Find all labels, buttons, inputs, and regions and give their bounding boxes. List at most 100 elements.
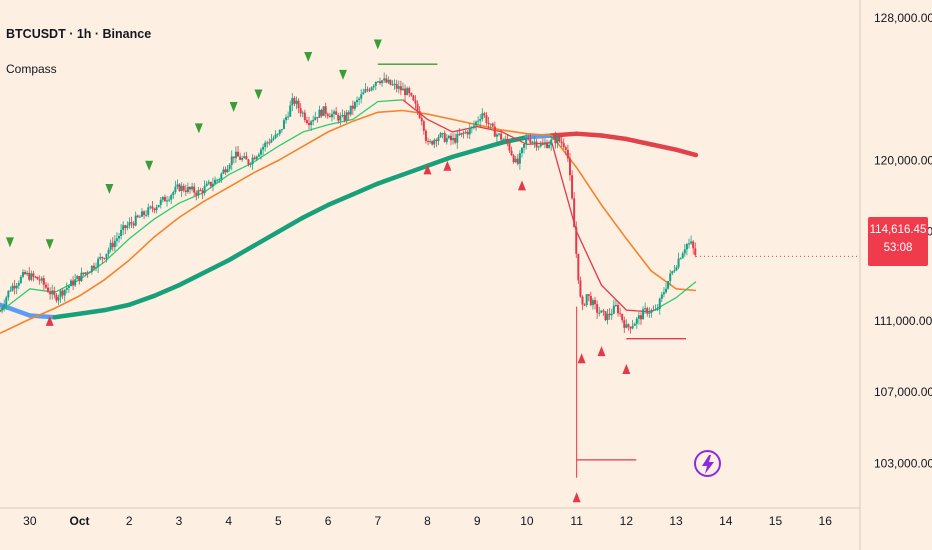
candle-body <box>241 157 244 160</box>
candle-body <box>316 117 319 119</box>
lightning-bolt-icon[interactable] <box>694 450 721 477</box>
candle-body <box>222 169 225 174</box>
candle-body <box>24 271 27 275</box>
candle-body <box>289 105 292 117</box>
candle-body <box>61 290 64 296</box>
candle-body <box>489 123 492 125</box>
candle-body <box>186 186 189 193</box>
candle-body <box>543 143 546 145</box>
candle-body <box>230 156 233 165</box>
candle-body <box>558 136 561 142</box>
candle-body <box>291 98 294 106</box>
candle-body <box>26 272 29 275</box>
candle-body <box>410 92 413 96</box>
time-axis-label: 15 <box>769 514 783 528</box>
symbol-title[interactable]: BTCUSDT · 1h · Binance <box>6 27 152 41</box>
sell-signal-triangle <box>105 183 114 194</box>
candle-body <box>53 290 56 295</box>
candle-body <box>687 243 690 245</box>
candle-body <box>629 326 632 329</box>
slow-ma-segment <box>375 172 405 186</box>
candle-body <box>391 84 394 86</box>
candle-body <box>550 139 553 145</box>
candle-body <box>395 83 398 89</box>
candle-body <box>349 105 352 115</box>
candle-body <box>0 310 1 312</box>
candle-body <box>103 258 106 260</box>
candle-body <box>681 253 684 259</box>
candle-body <box>506 138 509 143</box>
candle-body <box>564 147 567 150</box>
candle-body <box>353 102 356 109</box>
candle-body <box>1 307 4 311</box>
candle-body <box>531 141 534 143</box>
candle-body <box>270 139 273 143</box>
candle-body <box>343 114 346 121</box>
candle-body <box>424 130 427 141</box>
candle-body <box>401 88 404 91</box>
candle-body <box>683 249 686 254</box>
candle-body <box>642 309 645 320</box>
candle-body <box>264 142 267 147</box>
candle-body <box>525 137 528 144</box>
candle-body <box>677 258 680 268</box>
candle-body <box>55 294 58 301</box>
slow-ma-segment <box>648 142 679 152</box>
candle-body <box>65 287 68 290</box>
candle-body <box>368 89 371 91</box>
candle-body <box>99 256 102 259</box>
candle-body <box>76 276 79 280</box>
candle-body <box>447 135 450 139</box>
candle-body <box>625 324 628 328</box>
candle-body <box>257 154 260 157</box>
sell-signal-triangle <box>194 123 203 134</box>
time-axis-label: 9 <box>474 514 481 528</box>
candle-body <box>429 141 432 143</box>
buy-signal-triangle <box>423 164 432 175</box>
candle-body <box>596 304 599 313</box>
buy-signal-triangle <box>597 346 606 357</box>
candle-body <box>105 253 108 259</box>
candle-body <box>612 305 615 314</box>
candle-body <box>475 121 478 126</box>
candle-body <box>97 258 100 268</box>
slow-ma-segment <box>126 293 157 308</box>
candle-body <box>468 128 471 135</box>
candle-body <box>560 141 563 144</box>
candle-body <box>305 119 308 124</box>
candle-body <box>113 240 116 248</box>
slow-ma-segment <box>201 257 231 275</box>
candle-body <box>145 214 148 216</box>
candle-body <box>594 300 597 305</box>
candle-body <box>646 308 649 314</box>
candle-body <box>178 184 181 192</box>
slow-ma-segment <box>325 192 356 208</box>
time-axis-label: 12 <box>620 514 634 528</box>
candle-body <box>293 98 296 104</box>
candle-body <box>456 133 459 143</box>
candle-body <box>433 139 436 145</box>
buy-signal-triangle <box>517 180 526 191</box>
candle-body <box>376 81 379 83</box>
slow-ma-segment <box>499 134 530 145</box>
candle-body <box>15 285 18 289</box>
candle-body <box>126 225 129 228</box>
candle-body <box>207 181 210 184</box>
candle-body <box>42 278 45 285</box>
candle-body <box>314 117 317 120</box>
candle-body <box>481 113 484 120</box>
candle-body <box>445 138 448 142</box>
candle-body <box>49 292 52 295</box>
candle-body <box>9 290 12 292</box>
candle-body <box>462 132 465 134</box>
candle-body <box>356 100 359 103</box>
indicator-name[interactable]: Compass <box>6 62 57 76</box>
candle-body <box>378 81 381 84</box>
candle-body <box>245 156 248 160</box>
candle-body <box>180 185 183 192</box>
candle-body <box>414 100 417 104</box>
candle-body <box>220 173 223 180</box>
candle-body <box>163 196 166 202</box>
time-axis-label: 14 <box>719 514 733 528</box>
